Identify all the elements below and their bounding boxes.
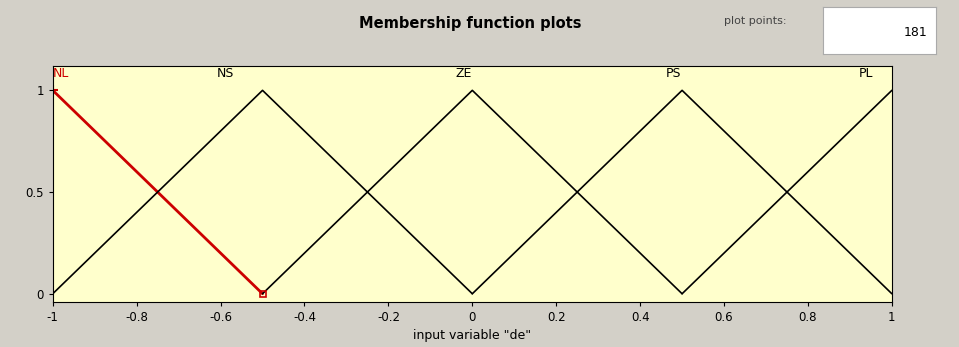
Text: 181: 181 bbox=[903, 26, 927, 39]
Text: NS: NS bbox=[217, 67, 234, 80]
Text: NL: NL bbox=[53, 67, 69, 80]
Text: Membership function plots: Membership function plots bbox=[359, 16, 581, 31]
X-axis label: input variable "de": input variable "de" bbox=[413, 329, 531, 342]
Text: ZE: ZE bbox=[456, 67, 472, 80]
Text: PL: PL bbox=[858, 67, 873, 80]
Text: plot points:: plot points: bbox=[724, 16, 786, 26]
Text: PS: PS bbox=[666, 67, 681, 80]
